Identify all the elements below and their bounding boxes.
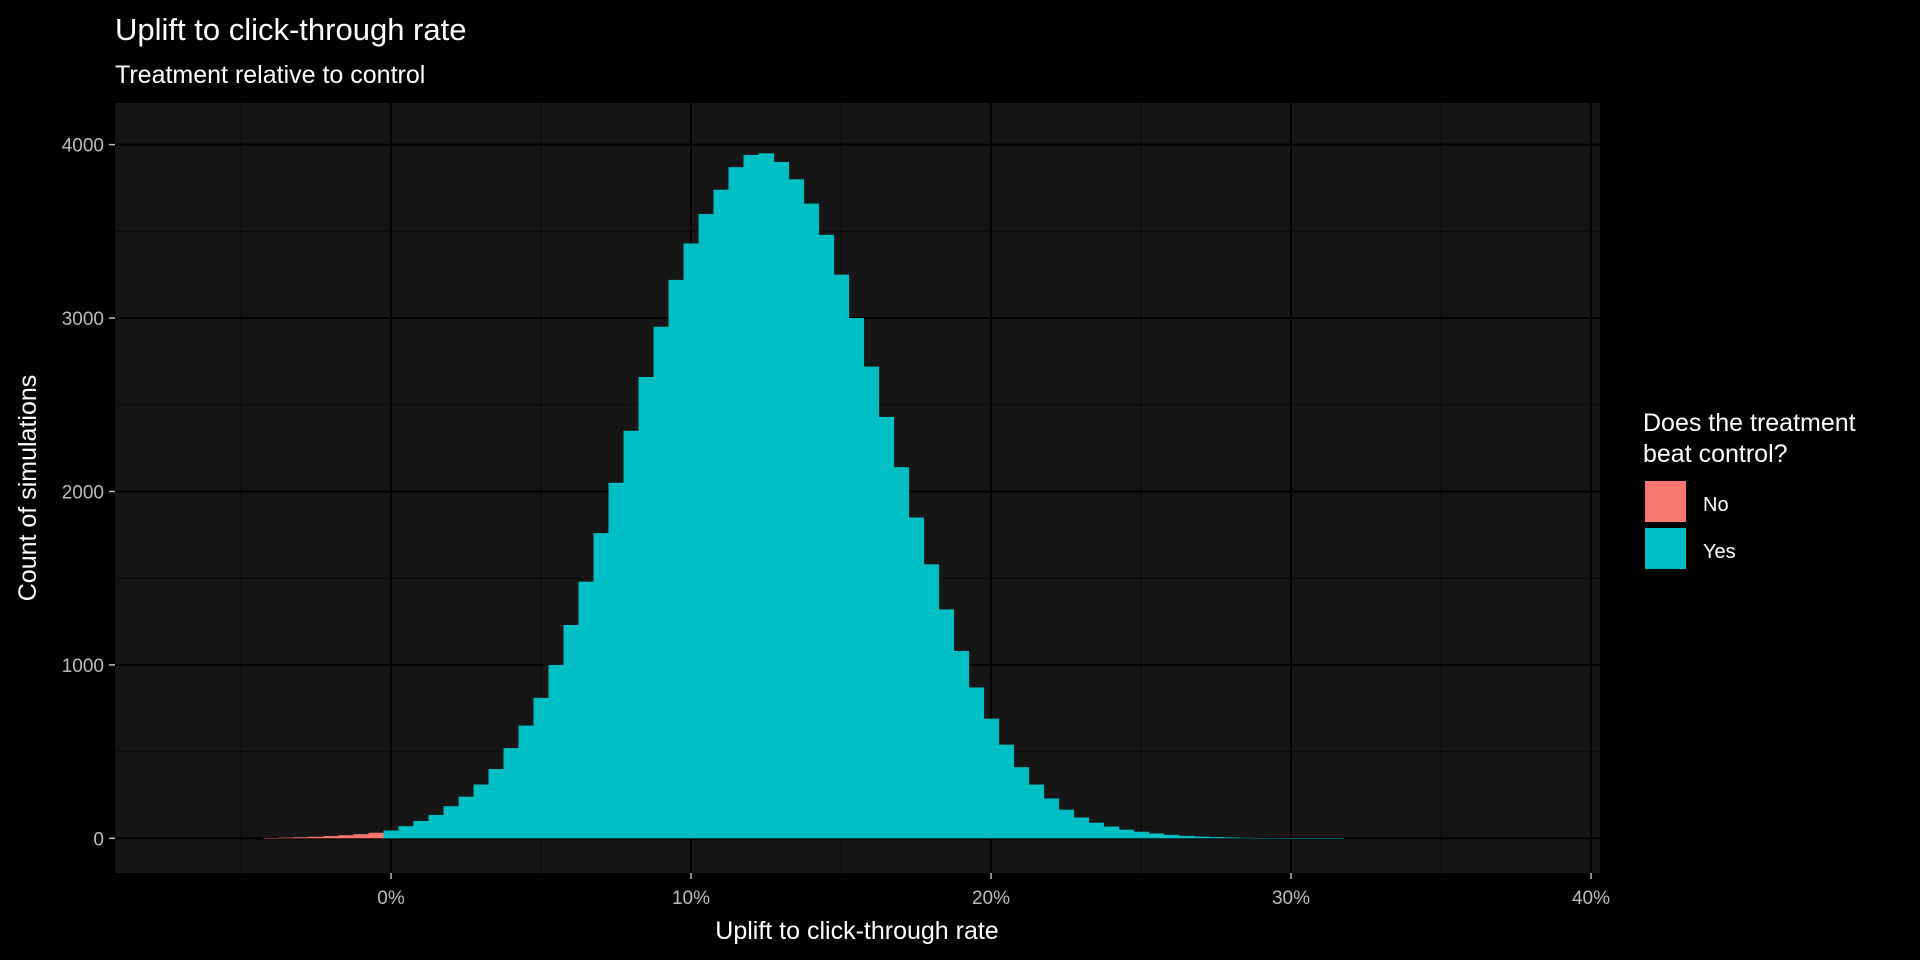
- y-tick-label: 3000: [62, 309, 104, 330]
- histogram-bar-yes: [908, 517, 925, 839]
- histogram-bar-yes: [548, 664, 565, 839]
- histogram-bar-yes: [1313, 838, 1330, 839]
- histogram-bar-yes: [488, 768, 505, 839]
- chart-subtitle: Treatment relative to control: [115, 61, 425, 89]
- histogram-bar-yes: [983, 718, 1000, 839]
- histogram-bar-yes: [698, 213, 715, 839]
- histogram-bar-yes: [758, 153, 775, 839]
- histogram-bar-yes: [638, 377, 655, 839]
- histogram-bar-yes: [1088, 822, 1105, 839]
- histogram-bar-yes: [578, 581, 595, 839]
- legend-key-yes: [1645, 528, 1686, 569]
- y-tick-label: 2000: [62, 482, 104, 503]
- x-tick-label: 20%: [972, 888, 1010, 909]
- x-tick-label: 40%: [1572, 888, 1610, 909]
- histogram-bar-no: [368, 832, 385, 839]
- histogram-bar-yes: [593, 533, 610, 839]
- histogram-bar-yes: [563, 625, 580, 839]
- legend-key-no: [1645, 481, 1686, 522]
- histogram-bar-yes: [1253, 837, 1270, 839]
- histogram-bar-no: [278, 837, 295, 839]
- histogram-bar-yes: [1328, 838, 1345, 839]
- histogram-bar-yes: [623, 430, 640, 839]
- histogram-bar-yes: [728, 167, 745, 839]
- histogram-bar-yes: [1058, 809, 1075, 839]
- histogram-bar-yes: [1178, 835, 1195, 839]
- y-tick-label: 4000: [62, 136, 104, 157]
- histogram-bar-yes: [833, 274, 850, 839]
- histogram-bar-yes: [413, 820, 430, 839]
- histogram-bar-yes: [533, 697, 550, 839]
- histogram-bar-yes: [803, 203, 820, 839]
- axis-ticks: 0% 10% 20% 30% 40% 0 1000 2000 3000 4000: [62, 136, 1610, 909]
- histogram-bar-yes: [1073, 817, 1090, 839]
- histogram-bar-yes: [398, 826, 415, 839]
- histogram-bar-yes: [788, 179, 805, 839]
- histogram-bar-no: [338, 835, 355, 839]
- histogram-bar-yes: [938, 609, 955, 839]
- histogram-bar-yes: [1118, 829, 1135, 839]
- histogram-bar-yes: [473, 784, 490, 839]
- histogram-bar-yes: [458, 796, 475, 839]
- histogram-bar-yes: [968, 687, 985, 839]
- x-tick-label: 0%: [377, 888, 405, 909]
- histogram-bar-no: [293, 837, 310, 839]
- chart-title: Uplift to click-through rate: [115, 12, 466, 47]
- histogram-bar-yes: [1283, 838, 1300, 839]
- histogram-bar-yes: [893, 467, 910, 839]
- histogram-bar-yes: [383, 830, 400, 839]
- x-tick-label: 30%: [1272, 888, 1310, 909]
- histogram-bar-no: [308, 836, 325, 839]
- histogram-bar-yes: [1133, 831, 1150, 839]
- y-axis-title: Count of simulations: [14, 375, 42, 602]
- histogram-bar-yes: [878, 416, 895, 839]
- histogram-bar-yes: [1028, 784, 1045, 839]
- histogram-bar-yes: [683, 243, 700, 839]
- histogram-bar-yes: [1223, 837, 1240, 839]
- histogram-bar-yes: [713, 189, 730, 839]
- legend-label-yes: Yes: [1703, 541, 1736, 563]
- histogram-bar-yes: [863, 366, 880, 839]
- histogram-bar-yes: [1238, 837, 1255, 839]
- histogram-bar-yes: [428, 814, 445, 839]
- histogram-bar-yes: [1298, 838, 1315, 839]
- histogram-bar-yes: [953, 651, 970, 839]
- histogram-bars: [263, 153, 1345, 839]
- histogram-bar-yes: [503, 748, 520, 839]
- histogram-bar-yes: [1163, 834, 1180, 839]
- histogram-bar-yes: [743, 155, 760, 839]
- histogram-bar-yes: [1013, 767, 1030, 839]
- histogram-bar-yes: [1043, 798, 1060, 839]
- histogram-bar-yes: [668, 279, 685, 839]
- histogram-bar-yes: [1208, 837, 1225, 839]
- y-tick-label: 1000: [62, 656, 104, 677]
- histogram-bar-yes: [848, 318, 865, 839]
- legend-label-no: No: [1703, 494, 1729, 516]
- histogram-bar-yes: [773, 161, 790, 839]
- x-axis-title: Uplift to click-through rate: [715, 917, 998, 945]
- histogram-bar-yes: [443, 806, 460, 839]
- histogram-bar-no: [323, 836, 340, 839]
- histogram-bar-no: [353, 834, 370, 839]
- histogram-bar-yes: [1268, 837, 1285, 839]
- histogram-bar-yes: [1193, 836, 1210, 839]
- legend-title-line-1: Does the treatment: [1643, 409, 1856, 437]
- y-tick-label: 0: [93, 829, 104, 850]
- histogram-bar-yes: [1103, 826, 1120, 839]
- histogram-bar-yes: [608, 482, 625, 839]
- legend-title-line-2: beat control?: [1643, 440, 1788, 468]
- histogram-bar-yes: [518, 725, 535, 839]
- histogram-bar-yes: [818, 234, 835, 839]
- histogram-bar-yes: [1148, 833, 1165, 839]
- histogram-bar-yes: [923, 564, 940, 839]
- histogram-bar-no: [263, 837, 280, 839]
- histogram-bar-yes: [653, 326, 670, 839]
- x-tick-label: 10%: [672, 888, 710, 909]
- legend: Does the treatment beat control? No Yes: [1643, 409, 1856, 569]
- histogram-bar-yes: [998, 744, 1015, 839]
